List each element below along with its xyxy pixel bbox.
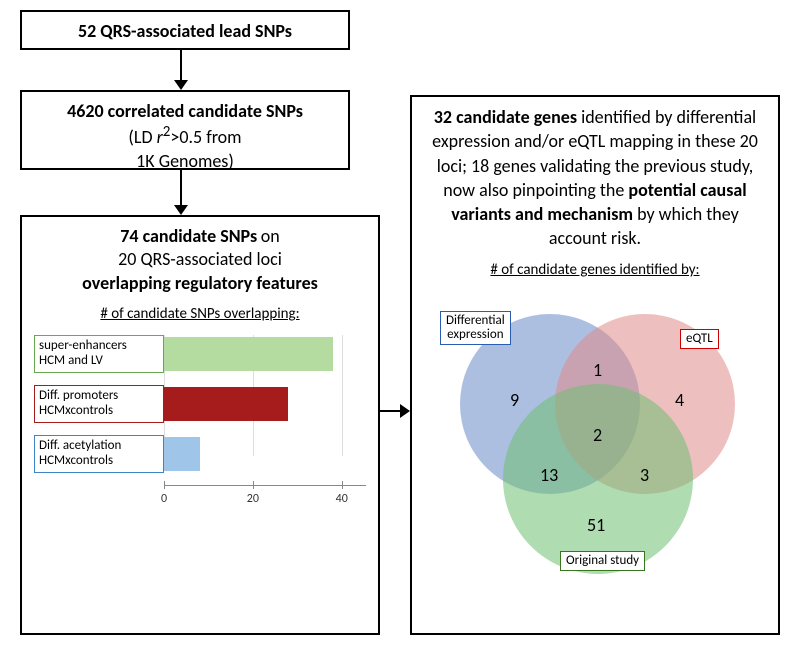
ld-suffix: >0.5 from — [170, 126, 241, 148]
venn-title: # of candidate genes identified by: — [424, 261, 766, 279]
bar — [164, 337, 333, 371]
arrow-1to2 — [180, 50, 182, 82]
venn-label: Original study — [560, 551, 645, 571]
bar-track — [164, 437, 366, 471]
b3-h1b: on — [261, 225, 280, 247]
tick — [253, 481, 254, 489]
venn-number: 9 — [510, 389, 519, 411]
box-lead-snps: 52 QRS-associated lead SNPs — [20, 10, 350, 50]
arrow-3to4 — [380, 410, 402, 412]
venn-label: Differentialexpression — [440, 311, 511, 346]
bar-track — [164, 387, 366, 421]
barchart: super-enhancersHCM and LV Diff. promoters… — [34, 335, 366, 516]
tick-label: 0 — [161, 492, 167, 506]
b3-h2: 20 QRS-associated loci — [118, 248, 282, 270]
tick-label: 20 — [247, 492, 259, 506]
bar-label: Diff. promotersHCMxcontrols — [34, 385, 164, 423]
venn-diagram: 9 1 4 2 13 3 51 Differentialexpression eQTL Origi… — [430, 289, 760, 579]
lead-snps-text: 52 QRS-associated lead SNPs — [78, 20, 292, 42]
tick — [164, 481, 165, 489]
arrow-2to3 — [180, 170, 182, 207]
ld-prefix: (LD — [128, 126, 156, 148]
bar — [164, 437, 200, 471]
arrow-1to2-head — [174, 80, 188, 90]
barchart-title: # of candidate SNPs overlapping: — [34, 305, 366, 323]
box-candidate-snps: 74 candidate SNPs on 20 QRS-associated l… — [20, 215, 380, 635]
correlated-sub2: 1K Genomes) — [34, 150, 336, 173]
box4-paragraph: 32 candidate genes identified by differe… — [424, 105, 766, 251]
bar-row: Diff. acetylationHCMxcontrols — [34, 435, 366, 473]
arrow-3to4-head — [400, 404, 410, 418]
venn-number: 4 — [675, 389, 684, 411]
tick-label: 40 — [336, 492, 348, 506]
venn-number: 13 — [540, 464, 558, 486]
bar — [164, 387, 288, 421]
venn-label: eQTL — [680, 329, 719, 349]
correlated-title: 4620 correlated candidate SNPs — [34, 100, 336, 123]
venn-number: 1 — [593, 359, 602, 381]
box-correlated-snps: 4620 correlated candidate SNPs (LD r2>0.… — [20, 90, 350, 170]
arrow-2to3-head — [174, 205, 188, 215]
venn-number: 2 — [593, 424, 602, 446]
box-candidate-genes: 32 candidate genes identified by differe… — [410, 95, 780, 635]
venn-circle — [503, 384, 693, 574]
bar-label: super-enhancersHCM and LV — [34, 335, 164, 373]
venn-number: 3 — [640, 464, 649, 486]
b3-h3: overlapping regulatory features — [82, 272, 318, 294]
box3-header: 74 candidate SNPs on 20 QRS-associated l… — [34, 225, 366, 295]
bar-row: super-enhancersHCM and LV — [34, 335, 366, 373]
b4-b1: 32 candidate genes — [434, 106, 577, 128]
bar-track — [164, 337, 366, 371]
bar-row: Diff. promotersHCMxcontrols — [34, 385, 366, 423]
b3-h1: 74 candidate SNPs — [120, 225, 257, 247]
correlated-sub: (LD r2>0.5 from — [34, 123, 336, 149]
venn-number: 51 — [587, 514, 605, 536]
tick — [342, 481, 343, 489]
bar-label: Diff. acetylationHCMxcontrols — [34, 435, 164, 473]
bar-axis: 0 20 40 — [164, 485, 366, 516]
